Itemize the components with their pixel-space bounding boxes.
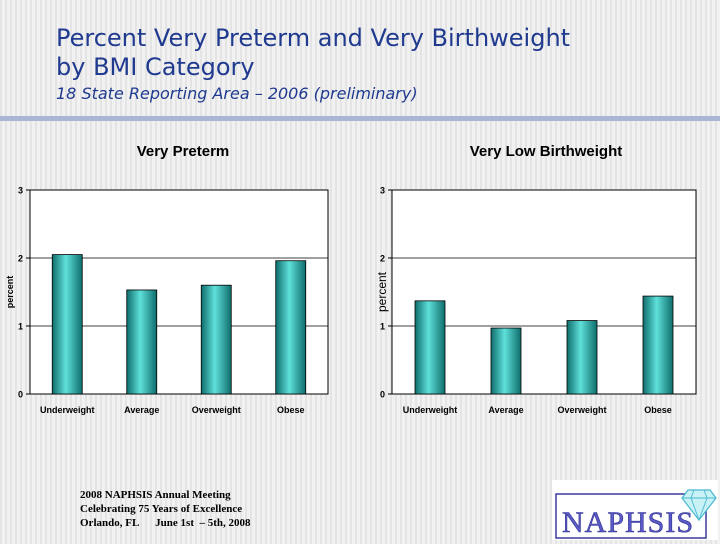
footer-line1: 2008 NAPHSIS Annual Meeting [80, 489, 231, 501]
x-tick-label: Overweight [557, 405, 606, 415]
footer-line2: Celebrating 75 Years of Excellence [80, 503, 243, 515]
y-axis-label: percent [375, 271, 389, 312]
bar-average [126, 289, 158, 395]
chart-svg: Very Low Birthweight 0 1 2 3 percent Underweig… [375, 143, 697, 415]
x-tick-label: Obese [644, 405, 672, 415]
diamond-icon [681, 489, 717, 522]
chart-title: Very Low Birthweight [470, 143, 623, 160]
footer-line3: Orlando, FL June 1st – 5th, 2008 [80, 517, 251, 529]
footer-text: 2008 NAPHSIS Annual Meeting Celebrating … [80, 488, 251, 530]
chart-svg: Very Preterm 0 1 2 3 percent Underweight Averag… [5, 143, 329, 415]
slide-title-block: Percent Very Preterm and Very Birthweigh… [56, 24, 570, 105]
x-tick-label: Underweight [40, 405, 95, 415]
x-tick-label: Underweight [403, 405, 458, 415]
x-tick-label: Obese [277, 405, 305, 415]
bar-overweight [200, 284, 232, 395]
chart-very-low-birthweight: Very Low Birthweight 0 1 2 3 percent Underweig… [360, 130, 720, 430]
y-axis-label: percent [5, 276, 15, 309]
y-tick-label: 1 [18, 322, 23, 332]
y-tick-label: 2 [18, 254, 23, 264]
y-tick-label: 2 [380, 254, 385, 264]
slide-title-line2: by BMI Category [56, 53, 255, 81]
y-tick-label: 0 [380, 390, 385, 400]
x-tick-label: Average [488, 405, 523, 415]
slide-subtitle: 18 State Reporting Area – 2006 (prelimin… [56, 84, 418, 103]
bar-average [490, 327, 522, 395]
y-tick-label: 0 [18, 390, 23, 400]
bar-obese [642, 295, 674, 395]
y-tick-label: 3 [380, 186, 385, 196]
bar-underweight [51, 254, 83, 395]
x-tick-label: Overweight [192, 405, 241, 415]
y-tick-label: 3 [18, 186, 23, 196]
logo-text: NAPHSIS [562, 506, 694, 539]
slide-title-line1: Percent Very Preterm and Very Birthweigh… [56, 24, 571, 52]
naphsis-logo: NAPHSIS [552, 480, 718, 540]
chart-very-preterm: Very Preterm 0 1 2 3 percent Underweight Averag… [0, 130, 340, 430]
bar-obese [275, 260, 307, 395]
bar-overweight [566, 320, 598, 395]
title-divider [0, 116, 720, 121]
bar-underweight [414, 300, 446, 395]
x-tick-label: Average [124, 405, 159, 415]
chart-title: Very Preterm [137, 143, 230, 160]
y-tick-label: 1 [380, 322, 385, 332]
